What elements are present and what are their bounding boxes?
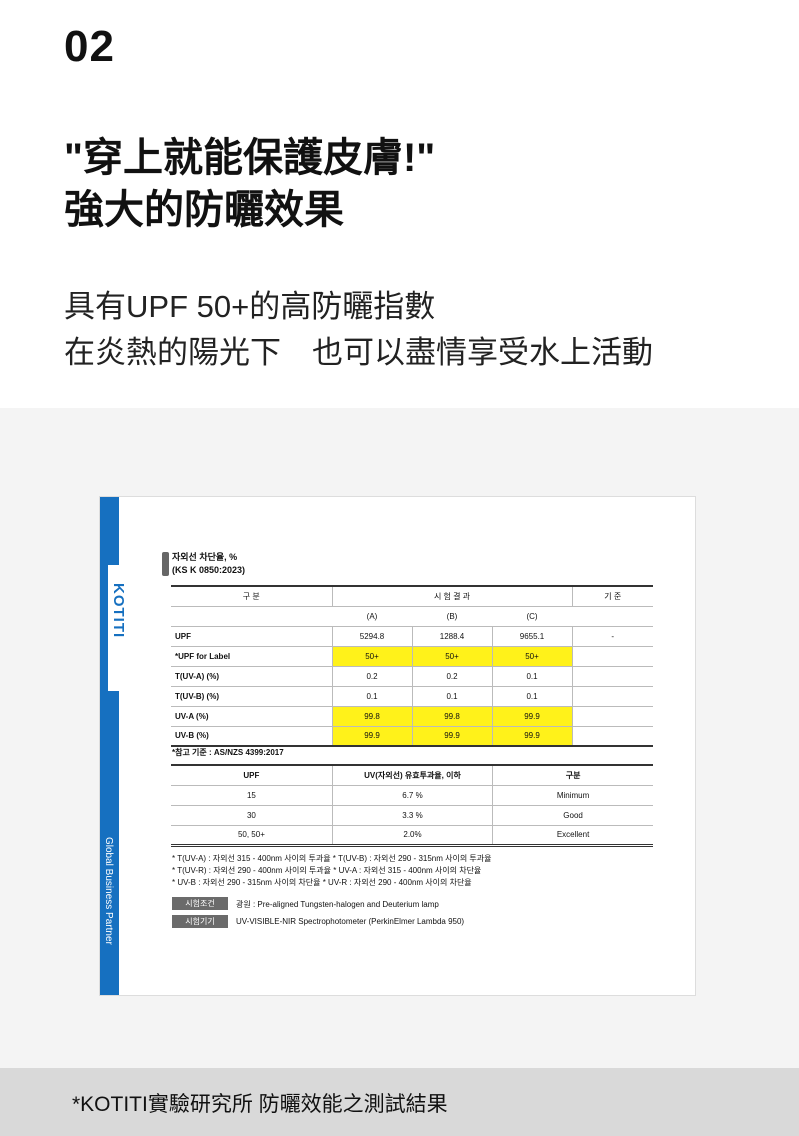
logo-tab [108, 565, 130, 691]
table-row: UPF 5294.8 1288.4 9655.1- [171, 626, 653, 647]
table-row: T(UV-B) (%) 0.1 0.1 0.1 [171, 686, 653, 707]
table-row: *UPF for Label 50+ 50+ 50+ [171, 646, 653, 667]
table-row: 15 6.7 % Minimum [171, 785, 653, 806]
caption: *KOTITI實驗研究所 防曬效能之測試結果 [72, 1093, 448, 1116]
kotiti-logo: KOTITI [110, 583, 127, 639]
caption-bar: *KOTITI實驗研究所 防曬效能之測試結果 [0, 1068, 799, 1136]
report-title: 자외선 차단율, % (KS K 0850:2023) [162, 551, 245, 577]
table-row: T(UV-A) (%) 0.2 0.2 0.1 [171, 666, 653, 687]
table-row: UV-A (%) 99.8 99.8 99.9 [171, 706, 653, 727]
table-row: 30 3.3 % Good [171, 805, 653, 826]
headline: "穿上就能保護皮膚!" 強大的防曬效果 [64, 136, 436, 232]
condition-badge: 시험조건 [172, 897, 228, 910]
upf-standard-table: UPF UV(자외선) 유효투과율, 이하 구분 15 6.7 % Minimum 30 3.… [171, 764, 653, 847]
table-row: 50, 50+ 2.0% Excellent [171, 825, 653, 846]
table-row: UV-B (%) 99.9 99.9 99.9 [171, 726, 653, 747]
table-subheader: (A) (B) (C) [171, 606, 653, 627]
equipment-text: UV-VISIBLE-NIR Spectrophotometer (Perkin… [236, 917, 465, 926]
definitions: * T(UV-A) : 자외선 315 - 400nm 사이의 투과율 * T(… [172, 854, 492, 887]
reference-standard: *참고 기준 : AS/NZS 4399:2017 [172, 748, 284, 757]
subtext: 具有UPF 50+的高防曬指數 在炎熱的陽光下 也可以盡情享受水上活動 [64, 289, 653, 370]
section-number: 02 [64, 22, 115, 71]
test-report-document: Global Business Partner KOTITI 자외선 차단율, … [99, 496, 696, 996]
equipment-badge: 시험기기 [172, 915, 228, 928]
condition-text: 광원 : Pre-aligned Tungsten-halogen and De… [236, 900, 439, 909]
table-header: UPF UV(자외선) 유효투과율, 이하 구분 [171, 765, 653, 786]
